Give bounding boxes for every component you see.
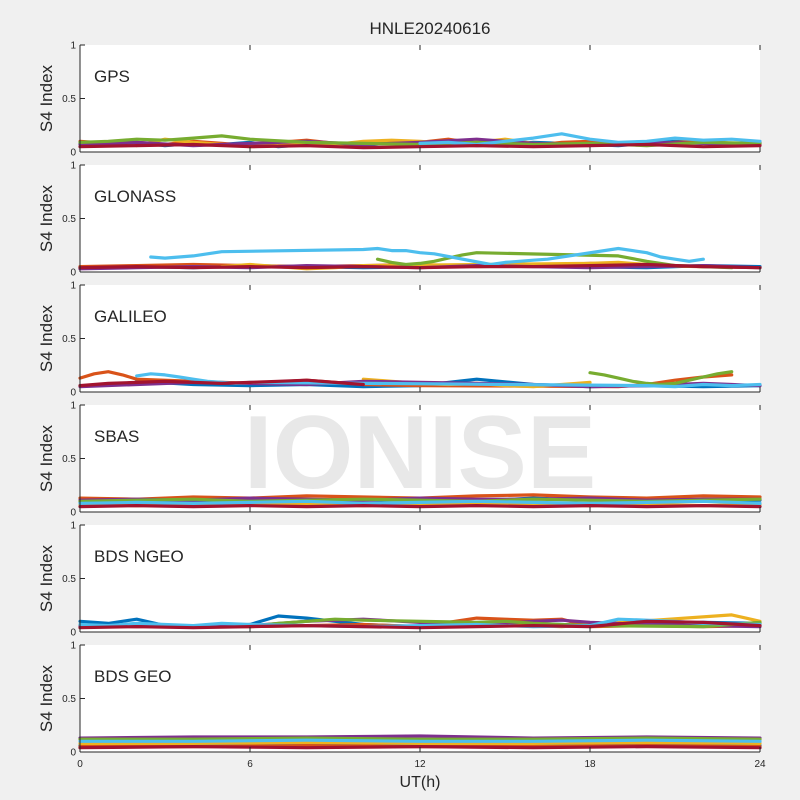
y-tick-label: 0: [70, 388, 76, 399]
panels: 0 0.5 1 S4 Index GPS 0 0.5 1 S4 Index GLONASS 0 0.5…: [37, 41, 766, 771]
y-tick-label: 0.5: [62, 694, 76, 705]
y-axis-label: S4 Index: [37, 424, 56, 492]
y-tick-label: 1: [70, 641, 76, 652]
y-tick-label: 0.5: [62, 454, 76, 465]
panel-label: BDS GEO: [94, 667, 171, 686]
y-axis-label: S4 Index: [37, 544, 56, 612]
x-tick-label: 12: [414, 759, 426, 770]
panel-label: GALILEO: [94, 307, 167, 326]
y-axis-label: S4 Index: [37, 184, 56, 252]
panel-galileo: 0 0.5 1 S4 Index GALILEO: [37, 281, 762, 399]
x-tick-label: 18: [584, 759, 596, 770]
series-line: [78, 740, 762, 746]
y-tick-label: 0: [70, 148, 76, 159]
x-tick-label: 24: [754, 759, 766, 770]
figure-title: HNLE20240616: [370, 19, 491, 38]
series-line: [78, 744, 762, 750]
y-tick-label: 1: [70, 401, 76, 412]
y-tick-label: 0.5: [62, 214, 76, 225]
plot-area: [80, 285, 760, 392]
series-line: [78, 378, 365, 388]
y-tick-label: 0.5: [62, 574, 76, 585]
y-axis-label: S4 Index: [37, 64, 56, 132]
series-line: [78, 738, 762, 743]
series-line: [248, 617, 762, 629]
panel-label: SBAS: [94, 427, 139, 446]
plot-area: [80, 525, 760, 632]
panel-label: GPS: [94, 67, 130, 86]
series-line: [78, 499, 762, 505]
x-axis-label: UT(h): [400, 774, 441, 791]
series-line: [78, 142, 762, 150]
y-tick-label: 0: [70, 508, 76, 519]
y-axis-label: S4 Index: [37, 664, 56, 732]
series-line: [78, 504, 762, 509]
panel-bds-ngeo: 0 0.5 1 S4 Index BDS NGEO: [37, 521, 762, 639]
y-axis-label: S4 Index: [37, 304, 56, 372]
panel-glonass: 0 0.5 1 S4 Index GLONASS: [37, 161, 762, 279]
series-line: [149, 246, 705, 267]
plot-area: [80, 405, 760, 512]
x-tick-label: 6: [247, 759, 253, 770]
watermark: IONISE: [244, 395, 597, 511]
y-tick-label: 0: [70, 748, 76, 759]
panel-label: BDS NGEO: [94, 547, 184, 566]
panel-sbas: 0 0.5 1 S4 Index SBAS: [37, 401, 762, 519]
y-tick-label: 1: [70, 41, 76, 52]
y-tick-label: 0: [70, 628, 76, 639]
panel-label: GLONASS: [94, 187, 176, 206]
y-tick-label: 1: [70, 161, 76, 172]
y-tick-label: 1: [70, 281, 76, 292]
plot-area: [80, 45, 760, 152]
panel-gps: 0 0.5 1 S4 Index GPS: [37, 41, 762, 159]
y-tick-label: 0: [70, 268, 76, 279]
plot-area: [80, 645, 760, 752]
panel-bds-geo: 0 0.5 1 S4 Index BDS GEO: [37, 641, 762, 759]
y-tick-label: 1: [70, 521, 76, 532]
y-tick-label: 0.5: [62, 334, 76, 345]
series-line: [78, 736, 762, 741]
x-tick-label: 0: [77, 759, 83, 770]
y-tick-label: 0.5: [62, 94, 76, 105]
